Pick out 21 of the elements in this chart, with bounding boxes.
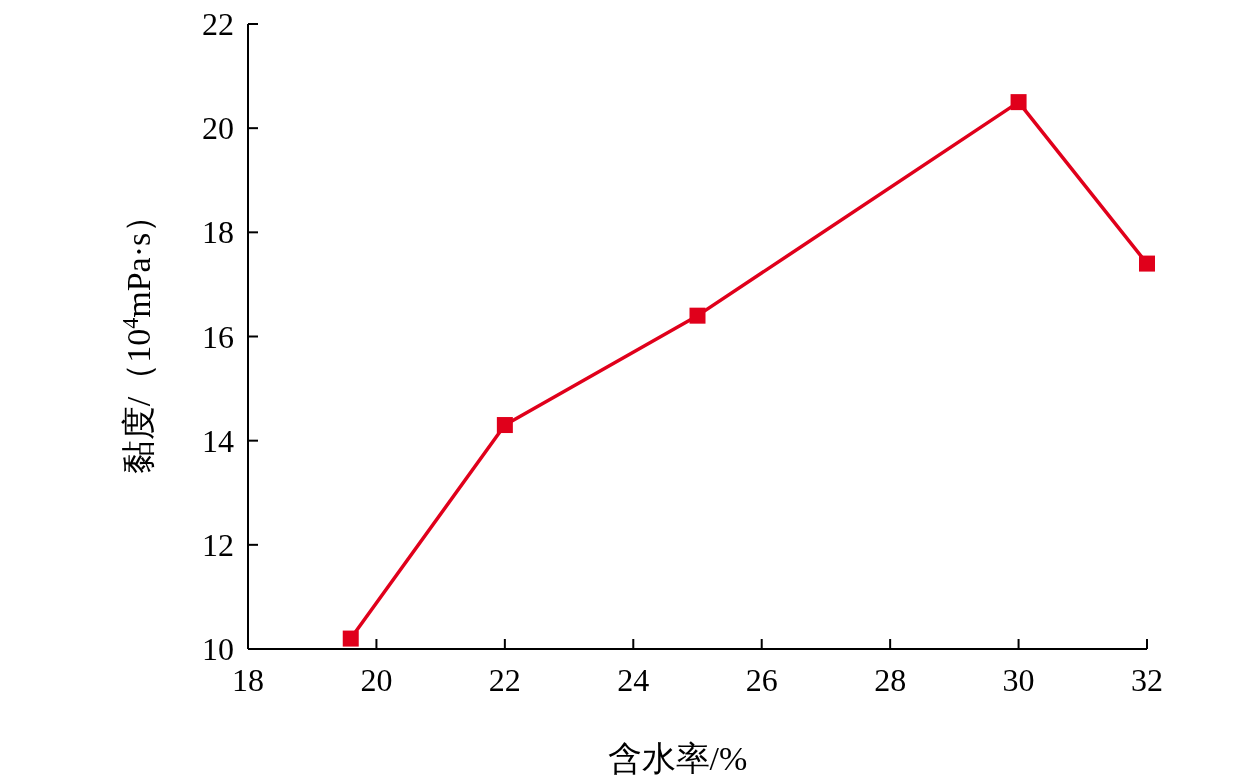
x-tick-label: 24: [617, 662, 650, 698]
y-tick-label: 22: [202, 6, 234, 42]
y-tick-label: 12: [202, 526, 234, 563]
point: [342, 630, 359, 647]
point: [689, 307, 706, 324]
y-tick-label: 18: [202, 214, 234, 251]
y-tick-label: 20: [202, 110, 234, 147]
y-tick-label: 14: [202, 422, 234, 459]
x-tick-label: 22: [488, 662, 521, 698]
point: [1139, 255, 1155, 272]
x-tick-label: 18: [232, 662, 264, 698]
x-axis-title: 含水率/%: [607, 740, 748, 777]
y-tick-label: 10: [202, 631, 234, 667]
x-tick-label: 30: [1002, 662, 1035, 698]
x-tick-label: 20: [360, 662, 393, 698]
y-tick-label: 16: [202, 318, 234, 355]
point: [496, 417, 513, 434]
x-tick-label: 26: [745, 662, 778, 698]
point: [1010, 94, 1027, 111]
x-tick-label: 32: [1131, 662, 1163, 698]
x-tick-label: 28: [874, 662, 907, 698]
